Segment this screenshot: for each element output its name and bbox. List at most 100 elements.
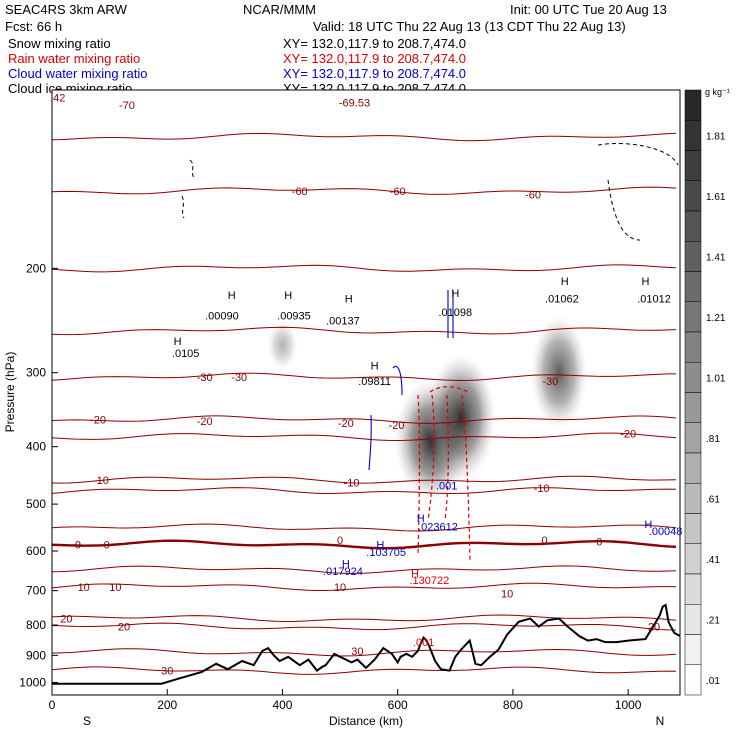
colorbar-swatch [684, 634, 702, 665]
extremum-label: H [641, 276, 649, 288]
colorbar-swatch [684, 392, 702, 423]
isotherm-line [52, 326, 677, 336]
isotherm-line [52, 614, 677, 622]
extremum-label: H [174, 336, 182, 348]
temperature-contours [52, 132, 677, 675]
extremum-label: .00048 [649, 526, 683, 538]
colorbar-swatch [684, 422, 702, 454]
extremum-label: .00137 [326, 316, 360, 328]
extremum-label: .017924 [323, 566, 363, 578]
extremum-label: .001 [436, 480, 457, 492]
colorbar-swatch [684, 331, 702, 363]
extremum-label: H [345, 294, 353, 306]
extremum-label: H [644, 519, 652, 531]
y-tick-label: 700 [26, 584, 46, 598]
extremum-label: .01062 [545, 294, 579, 306]
contour-label: -10 [344, 478, 360, 490]
contour-label: -60 [525, 189, 541, 201]
x-axis-title: Distance (km) [329, 714, 403, 728]
x-end-north: N [656, 714, 665, 728]
cloud-contours [181, 143, 679, 561]
contour-labels: .42 -70 -69.53 -60 -60 -60 -30 -30 -30 -20 -20 -20 -… [50, 93, 682, 678]
contour-label: 20 [648, 622, 660, 634]
colorbar-label: 1.21 [706, 313, 726, 324]
y-tick-label: 600 [26, 544, 46, 558]
contour-label: 0 [75, 539, 81, 551]
field-label-rain: Rain water mixing ratio [8, 51, 141, 66]
colorbar-swatch [684, 452, 702, 484]
cloud-water-contour [368, 290, 454, 471]
snow-core [267, 320, 298, 370]
contour-label: -30 [197, 372, 213, 384]
extremum-label: .001 [413, 637, 434, 649]
field-xy-snow: XY= 132.0,117.9 to 208.7,474.0 [283, 36, 466, 51]
x-tick-label: 1000 [615, 698, 642, 712]
extremum-label: H [376, 539, 384, 551]
contour-label: -70 [119, 100, 135, 112]
colorbar-swatch [684, 664, 702, 696]
colorbar-swatch [684, 362, 702, 393]
extremum-label: .103705 [366, 547, 406, 559]
isotherm-line [52, 622, 677, 631]
contour-label: -60 [292, 186, 308, 198]
extremum-label: .0105 [172, 348, 200, 360]
y-tick-label: 400 [26, 440, 46, 454]
field-xy-cloud-water: XY= 132.0,117.9 to 208.7,474.0 [283, 66, 466, 81]
contour-label: -20 [197, 416, 213, 428]
colorbar-label: 1.41 [706, 252, 726, 263]
contour-label: 20 [60, 614, 72, 626]
x-tick-label: 0 [49, 698, 56, 712]
contour-label: 10 [501, 589, 513, 601]
x-axis: 0 200 400 600 800 1000 [49, 689, 642, 712]
valid-time: Valid: 18 UTC Thu 22 Aug 13 (13 CDT Thu … [313, 19, 626, 34]
colorbar-swatch [684, 241, 702, 272]
isotherm-line [52, 539, 677, 550]
contour-label: 10 [78, 582, 90, 594]
isotherm-line [52, 475, 677, 484]
contour-label: 0 [542, 535, 548, 547]
colorbar-swatch [684, 150, 702, 181]
colorbar-label: 1.01 [706, 373, 726, 384]
y-tick-label: 900 [26, 648, 46, 662]
contour-label: 0 [596, 536, 602, 548]
colorbar-swatch [684, 89, 702, 121]
y-axis-title: Pressure (hPa) [3, 352, 17, 433]
contour-label: 30 [351, 646, 363, 658]
y-tick-label: 500 [26, 497, 46, 511]
extremum-label: H [228, 290, 236, 302]
colorbar-swatch [684, 604, 702, 635]
contour-label: 0 [104, 539, 110, 551]
plot-frame [51, 89, 681, 696]
isotherm-line [52, 666, 677, 675]
contour-label: -10 [534, 483, 550, 495]
extremum-label: .130722 [409, 575, 449, 587]
extremum-label: H [342, 559, 350, 571]
isotherm-line [52, 523, 677, 532]
colorbar-swatch [684, 513, 702, 544]
field-label-snow: Snow mixing ratio [8, 36, 111, 51]
center-name: NCAR/MMM [243, 2, 316, 17]
contour-label: -30 [542, 376, 558, 388]
isotherm-line [52, 415, 677, 424]
field-label-cloud-water: Cloud water mixing ratio [8, 66, 148, 81]
x-end-south: S [83, 714, 91, 728]
extremum-label: H [284, 290, 292, 302]
x-tick-label: 600 [388, 698, 408, 712]
isotherm-line [52, 372, 676, 382]
colorbar-label: 1.81 [706, 131, 726, 142]
colorbar-label: .41 [706, 555, 720, 566]
colorbar-swatch [684, 180, 702, 212]
colorbar-swatch [684, 483, 702, 514]
y-axis: 200 300 400 500 600 700 800 900 1000 [19, 261, 58, 689]
y-tick-label: 200 [26, 261, 46, 275]
contour-label: 30 [161, 666, 173, 678]
isotherm-line [52, 264, 677, 273]
isotherm-line [52, 432, 677, 442]
contour-label: -20 [620, 428, 636, 440]
x-tick-label: 400 [272, 698, 292, 712]
snow-core [426, 353, 496, 482]
extremum-label: .00935 [277, 310, 311, 322]
terrain [52, 603, 680, 685]
snow-shading [267, 315, 588, 501]
